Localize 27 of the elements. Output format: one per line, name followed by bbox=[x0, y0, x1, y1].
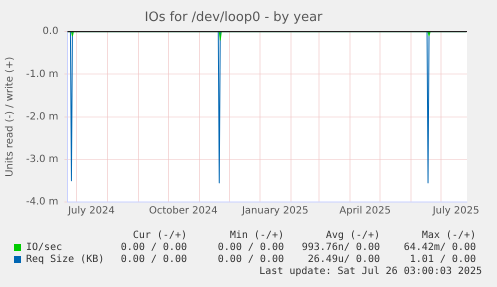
text: 0.00 / 0.00 bbox=[218, 254, 284, 266]
text: 26.49u/ 0.00 bbox=[308, 254, 380, 266]
legend-label: Req Size (KB) bbox=[26, 254, 104, 266]
text: Cur (-/+) bbox=[132, 230, 187, 242]
y-tick-label: -2.0 m bbox=[26, 111, 58, 122]
y-tick-label: 0.0 bbox=[42, 26, 58, 38]
x-tick-label: April 2025 bbox=[339, 206, 391, 217]
x-tick-label: October 2024 bbox=[148, 206, 218, 217]
text: 0.00 / 0.00 bbox=[120, 254, 187, 266]
text: 993.76n/ 0.00 bbox=[302, 242, 380, 254]
y-tick-label: -1.0 m bbox=[26, 68, 58, 80]
text: 64.42m/ 0.00 bbox=[404, 242, 476, 254]
x-tick-label: January 2025 bbox=[240, 206, 308, 217]
text: Min (-/+) bbox=[230, 230, 284, 242]
y-axis-title: Units read (-) / write (+) bbox=[4, 56, 16, 177]
x-tick-label: July 2025 bbox=[432, 206, 480, 217]
chart-title: IOs for /dev/loop0 - by year bbox=[144, 10, 324, 26]
text: 1.01 / 0.00 bbox=[410, 254, 476, 266]
text: Max (-/+) bbox=[422, 230, 476, 242]
text: 0.00 / 0.00 bbox=[120, 242, 187, 254]
text: Avg (-/+) bbox=[326, 230, 380, 242]
x-tick-label: July 2024 bbox=[67, 206, 115, 217]
y-tick-label: -3.0 m bbox=[26, 154, 58, 165]
text: 0.00 / 0.00 bbox=[218, 242, 284, 254]
legend-label: IO/sec bbox=[26, 242, 62, 254]
text: Last update: Sat Jul 26 03:00:03 2025 bbox=[259, 266, 482, 278]
y-tick-label: -4.0 m bbox=[26, 196, 58, 208]
